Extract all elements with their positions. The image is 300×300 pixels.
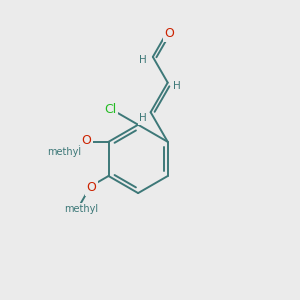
Text: H: H bbox=[139, 55, 146, 65]
Text: O: O bbox=[81, 134, 91, 147]
Text: methyl: methyl bbox=[64, 204, 99, 214]
Text: O: O bbox=[86, 182, 96, 194]
Text: O: O bbox=[164, 27, 174, 40]
Text: H: H bbox=[173, 81, 181, 91]
Text: Cl: Cl bbox=[104, 103, 116, 116]
Text: H: H bbox=[139, 113, 147, 123]
Text: methyl: methyl bbox=[47, 147, 81, 157]
